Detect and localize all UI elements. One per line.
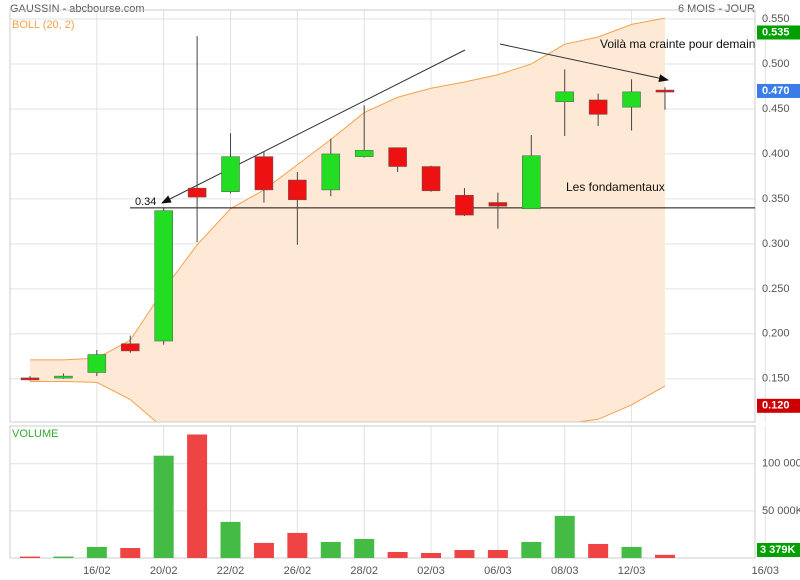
volume-bar xyxy=(521,541,542,558)
indicator-label: BOLL (20, 2) xyxy=(12,19,75,31)
annotation: Voilà ma crainte pour demain xyxy=(600,37,755,51)
candle-body xyxy=(622,91,641,108)
volume-bar xyxy=(387,551,408,558)
band-line xyxy=(30,381,666,422)
candle-body xyxy=(254,156,274,191)
x-tick-label: 16/02 xyxy=(83,565,111,577)
candle-body xyxy=(488,202,508,207)
candle-body xyxy=(354,150,374,157)
candle-body xyxy=(555,91,574,103)
price-badge xyxy=(757,398,800,413)
candle-body xyxy=(288,179,307,201)
y-tick-label: 0.150 xyxy=(762,373,790,385)
header-period: 6 MOIS - JOUR xyxy=(678,3,755,15)
level-label: 0.34 xyxy=(135,196,156,208)
price-plot xyxy=(30,17,666,422)
price-badge-label: 0.120 xyxy=(762,400,790,412)
x-tick-label: 28/02 xyxy=(350,565,378,577)
arrow xyxy=(499,43,669,83)
price-badge-label: 0.535 xyxy=(762,26,790,38)
x-tick-label: 16/03 xyxy=(751,565,779,577)
candle-body xyxy=(588,99,608,115)
volume-bar xyxy=(153,455,174,558)
price-frame xyxy=(9,9,756,423)
volume-bar xyxy=(287,532,308,558)
x-tick-label: 08/03 xyxy=(551,565,579,577)
y-tick-label: 0.450 xyxy=(762,103,790,115)
y-tick-label: 100 000 xyxy=(762,458,800,470)
volume-bar xyxy=(320,541,341,558)
price-badge xyxy=(757,25,800,40)
candle-body xyxy=(87,354,107,373)
y-tick-label: 0.550 xyxy=(762,13,790,25)
candle-body xyxy=(154,210,173,342)
price-badge xyxy=(757,83,800,98)
volume-bar xyxy=(621,546,642,558)
candle-body xyxy=(455,195,474,216)
volume-bar xyxy=(253,542,274,558)
candle-body xyxy=(187,187,207,198)
y-tick-label: 0.200 xyxy=(762,328,790,340)
volume-bar xyxy=(86,546,107,558)
candle-body xyxy=(221,156,240,192)
y-tick-label: 50 000K xyxy=(762,505,800,517)
band-line xyxy=(30,17,666,361)
volume-bar xyxy=(588,543,609,558)
x-tick-label: 06/03 xyxy=(484,565,512,577)
y-tick-label: 0.300 xyxy=(762,238,790,250)
volume-bar xyxy=(20,556,40,558)
annotation: Les fondamentaux xyxy=(566,180,665,194)
band-fill xyxy=(30,18,665,422)
volume-bar xyxy=(187,434,208,558)
candle-body xyxy=(388,147,407,167)
candle-body xyxy=(121,343,140,352)
volume-bar xyxy=(554,515,575,558)
price-badge-label: 0.470 xyxy=(762,85,790,97)
y-tick-label: 0.350 xyxy=(762,193,790,205)
volume-bar xyxy=(120,548,141,558)
candle-body xyxy=(321,153,341,191)
candle-body xyxy=(54,375,73,379)
x-tick-label: 12/03 xyxy=(618,565,646,577)
volume-bar xyxy=(654,554,675,558)
volume-bar xyxy=(354,538,375,558)
volume-bar xyxy=(487,549,508,558)
volume-badge-label: 3 379K xyxy=(760,544,796,556)
x-tick-label: 22/02 xyxy=(217,565,245,577)
y-tick-label: 0.500 xyxy=(762,58,790,70)
header-title: GAUSSIN - abcbourse.com xyxy=(10,3,145,15)
volume-bar xyxy=(53,556,74,558)
volume-bar xyxy=(421,553,442,558)
volume-frame xyxy=(9,425,756,559)
candle-body xyxy=(421,166,441,192)
y-tick-label: 0.250 xyxy=(762,283,790,295)
candle-body xyxy=(20,377,40,381)
volume-bar xyxy=(220,521,241,558)
candle-body xyxy=(522,155,541,210)
candle-body xyxy=(655,89,675,93)
volume-title: VOLUME xyxy=(12,428,58,440)
x-tick-label: 20/02 xyxy=(150,565,178,577)
volume-bar xyxy=(454,549,475,558)
arrow xyxy=(161,49,466,204)
y-tick-label: 0.400 xyxy=(762,148,790,160)
x-tick-label: 26/02 xyxy=(284,565,312,577)
volume-badge xyxy=(757,543,800,557)
x-tick-label: 02/03 xyxy=(417,565,445,577)
